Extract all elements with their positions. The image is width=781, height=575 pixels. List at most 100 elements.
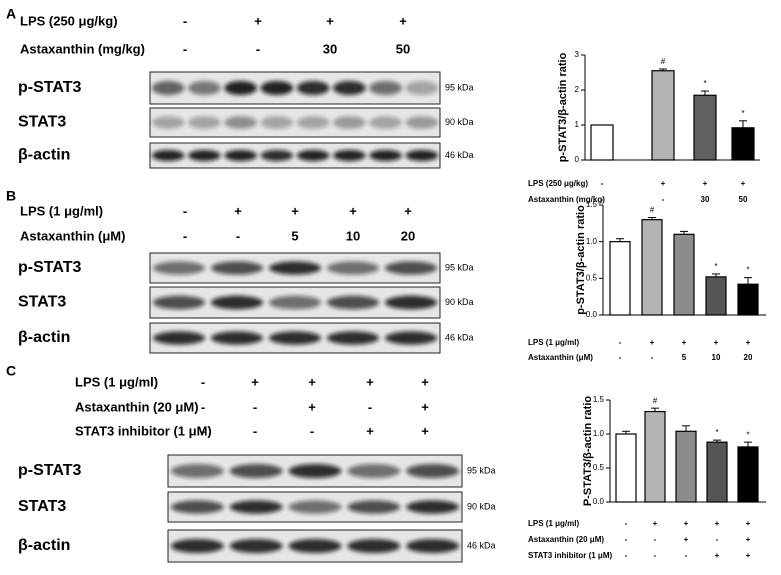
panel-label: C (6, 363, 16, 379)
bar (705, 276, 727, 316)
condition-mark: + (421, 399, 429, 414)
condition-name: LPS (1 μg/ml) (528, 338, 579, 347)
condition-name: STAT3 inhibitor (1 μM) (528, 551, 612, 560)
bar (615, 433, 637, 503)
condition-mark: - (183, 13, 187, 28)
condition-mark: 30 (701, 195, 710, 204)
condition-mark: 5 (291, 228, 298, 243)
blot-band (260, 116, 294, 129)
y-tick-label: 1.5 (593, 395, 605, 404)
band-size: 46 kDa (445, 332, 474, 342)
blot-band (288, 463, 342, 479)
condition-mark: - (256, 41, 260, 56)
blot-band (347, 500, 401, 514)
blot-band (268, 261, 322, 275)
condition-mark: + (254, 13, 262, 28)
condition-name: Astaxanthin (μM) (20, 228, 125, 243)
band-size: 46 kDa (445, 150, 474, 160)
band-size: 95 kDa (445, 82, 474, 92)
blot-band (170, 500, 224, 514)
blot-band (405, 80, 439, 96)
blot-band (369, 150, 402, 161)
condition-mark: + (404, 203, 412, 218)
condition-name: Astaxanthin (20 μM) (75, 399, 199, 414)
blot-band (151, 80, 185, 96)
band-name: p-STAT3 (18, 259, 82, 276)
condition-mark: 10 (712, 353, 721, 362)
y-tick-label: 1.0 (586, 237, 598, 246)
condition-mark: + (308, 399, 316, 414)
band-size: 95 kDa (467, 465, 496, 475)
condition-mark: + (326, 13, 334, 28)
condition-mark: + (682, 338, 687, 347)
condition-mark: - (201, 374, 205, 389)
blot-band (151, 150, 185, 161)
condition-mark: - (685, 551, 688, 560)
bar (673, 233, 695, 316)
bar (644, 410, 666, 503)
blot-band (170, 538, 224, 554)
condition-mark: + (653, 519, 658, 528)
band-size: 90 kDa (445, 297, 474, 307)
condition-mark: - (201, 423, 205, 438)
y-tick-label: 1 (575, 120, 580, 129)
condition-mark: + (366, 423, 374, 438)
blot-band (229, 500, 283, 514)
y-tick-label: 0.5 (593, 463, 605, 472)
condition-mark: - (716, 535, 719, 544)
blot-band (152, 331, 206, 345)
bar (731, 127, 755, 161)
condition-mark: + (291, 203, 299, 218)
blot-band (188, 116, 221, 129)
blot-band (151, 116, 185, 129)
band-name: STAT3 (18, 498, 66, 515)
condition-mark: + (714, 338, 719, 347)
blot-band (296, 150, 330, 161)
blot-band (333, 80, 366, 96)
blot-band (405, 116, 439, 129)
blot-band (188, 80, 221, 96)
blot-band (384, 331, 438, 345)
bar (737, 446, 759, 503)
condition-mark: 10 (346, 228, 360, 243)
blot-band (188, 150, 221, 161)
blot-band (229, 463, 283, 479)
blot-band (152, 295, 206, 310)
y-axis-label: p-STAT3/β-actin ratio (575, 205, 587, 315)
blot-band (210, 261, 264, 275)
panel-label: A (6, 6, 16, 22)
band-size: 95 kDa (445, 262, 474, 272)
blot-band (406, 463, 460, 479)
significance-mark: # (661, 57, 666, 66)
y-tick-label: 1.0 (593, 429, 605, 438)
blot-band (210, 331, 264, 345)
band-name: STAT3 (18, 294, 66, 311)
bar (651, 70, 675, 161)
y-tick-label: 3 (575, 50, 580, 59)
blot-band (152, 261, 206, 275)
condition-mark: - (253, 399, 257, 414)
y-tick-label: 0.0 (586, 310, 598, 319)
panel-label: B (6, 188, 16, 204)
blot-band (296, 116, 330, 129)
condition-mark: - (236, 228, 240, 243)
band-size: 46 kDa (467, 540, 496, 550)
y-tick-label: 0.0 (593, 497, 605, 506)
condition-name: Astaxanthin (20 μM) (528, 535, 604, 544)
condition-name: LPS (1 μg/ml) (75, 374, 158, 389)
significance-mark: * (746, 430, 749, 439)
significance-mark: * (703, 79, 706, 88)
condition-mark: + (366, 374, 374, 389)
condition-mark: 20 (744, 353, 753, 362)
blot-band (260, 80, 294, 96)
condition-mark: + (650, 338, 655, 347)
condition-mark: 5 (682, 353, 687, 362)
blot-band (384, 295, 438, 310)
y-tick-label: 0 (575, 155, 580, 164)
band-name: p-STAT3 (18, 79, 82, 96)
bar (641, 219, 663, 316)
condition-name: LPS (250 μg/kg) (20, 13, 118, 28)
condition-mark: + (349, 203, 357, 218)
condition-mark: - (201, 399, 205, 414)
condition-mark: + (684, 535, 689, 544)
